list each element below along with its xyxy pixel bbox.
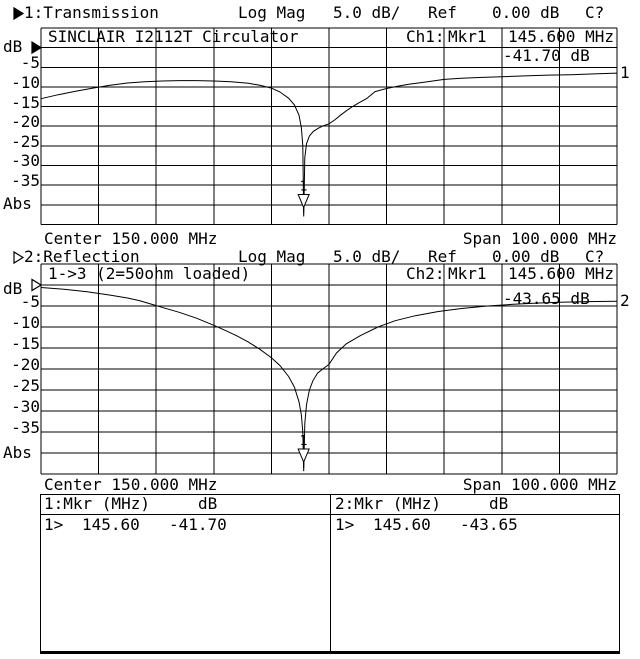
mkr-table-1-frequency: 145.60 xyxy=(82,515,140,534)
ch2-center-frequency: Center 150.000 MHz xyxy=(44,475,218,494)
ch1-header-format: Log Mag xyxy=(238,3,306,22)
ch2-y-tick-label: -15 xyxy=(11,334,40,353)
ch1-ref-level-arrow-icon xyxy=(31,41,43,55)
ch2-grid xyxy=(40,263,618,475)
ch1-marker-name: Mkr1 xyxy=(448,27,487,46)
mkr-table-2-amplitude: -43.65 xyxy=(460,515,518,534)
ch1-y-tick-label: -35 xyxy=(11,171,40,191)
ch2-y-tick-label: -30 xyxy=(11,397,40,416)
ch2-marker-flag-icon xyxy=(297,448,310,464)
marker-table-divider xyxy=(330,494,331,653)
ch2-y-tick-label: -35 xyxy=(11,418,40,437)
ch2-y-tick-label: -20 xyxy=(11,355,40,374)
ch2-y-tick-label: -5 xyxy=(20,292,40,311)
ch2-active-indicator-icon xyxy=(13,250,25,265)
ch2-trace-number: 2 xyxy=(620,291,630,310)
ch1-y-tick-label: -10 xyxy=(11,72,40,92)
ch2-y-axis-unit: dB xyxy=(3,279,23,298)
mkr-table-1-header: 1:Mkr (MHz) xyxy=(44,494,150,513)
mkr-table-1-unit: dB xyxy=(198,494,218,513)
ch1-y-tick-label: -15 xyxy=(11,92,40,112)
ch2-cal-status: C? xyxy=(585,247,605,266)
ch2-header-format: Log Mag xyxy=(238,247,306,266)
ch1-marker-flag-icon xyxy=(297,194,310,209)
ch1-header-title: 1:Transmission xyxy=(24,3,159,22)
ch1-title-annotation: SINCLAIR I2112T Circulator xyxy=(48,27,299,46)
ch1-grid xyxy=(40,27,618,225)
ch2-marker-name: Mkr1 xyxy=(448,264,487,283)
ch2-y-tick-label: -10 xyxy=(11,313,40,332)
ch2-header-ref-label: Ref xyxy=(428,247,457,266)
ch2-marker-frequency: 145.600 MHz xyxy=(508,264,614,283)
ch1-marker-frequency: 145.600 MHz xyxy=(508,27,614,46)
ch1-y-tick-label: -20 xyxy=(11,112,40,132)
ch1-marker-amplitude: -41.70 dB xyxy=(503,46,590,65)
ch1-marker-channel-label: Ch1: xyxy=(406,27,445,46)
mkr-table-2-frequency: 145.60 xyxy=(373,515,431,534)
mkr-table-1-amplitude: -41.70 xyxy=(169,515,227,534)
mkr-table-2-marker-id: 1> xyxy=(335,515,355,534)
mkr-table-2-header: 2:Mkr (MHz) xyxy=(335,494,441,513)
ch2-y-tick-label: -25 xyxy=(11,376,40,395)
ch1-y-axis-abs-label: Abs xyxy=(3,194,32,213)
ch2-marker-number: 1 xyxy=(300,434,308,449)
ch2-marker-channel-label: Ch2: xyxy=(406,264,445,283)
ch1-span-frequency: Span 100.000 MHz xyxy=(462,229,617,248)
ch1-y-axis-unit: dB xyxy=(3,37,23,56)
ch1-header-scale: 5.0 dB/ xyxy=(333,3,401,22)
ch1-center-frequency: Center 150.000 MHz xyxy=(44,229,218,248)
ch2-header-title: 2:Reflection xyxy=(24,247,140,266)
ch2-header-scale: 5.0 dB/ xyxy=(333,247,401,266)
ch1-active-indicator-icon xyxy=(13,6,25,21)
ch2-span-frequency: Span 100.000 MHz xyxy=(462,475,617,494)
marker-table-header-rule xyxy=(40,514,619,515)
ch2-title-annotation: 1->3 (2=50ohm loaded) xyxy=(48,264,251,283)
ch1-cal-status: C? xyxy=(585,3,605,22)
ch1-trace xyxy=(40,72,618,217)
ch1-header-ref-value: 0.00 dB xyxy=(492,3,560,22)
mkr-table-1-marker-id: 1> xyxy=(44,515,64,534)
ch1-marker-number: 1 xyxy=(300,180,308,195)
ch1-y-tick-label: -30 xyxy=(11,151,40,171)
ch1-y-tick-label: -5 xyxy=(20,53,40,73)
ch2-y-axis-abs-label: Abs xyxy=(3,443,32,462)
mkr-table-2-unit: dB xyxy=(489,494,509,513)
ch1-y-tick-label: -25 xyxy=(11,131,40,151)
ch1-header-ref-label: Ref xyxy=(428,3,457,22)
ch2-ref-level-arrow-icon xyxy=(31,278,43,292)
ch2-header-ref-value: 0.00 dB xyxy=(492,247,560,266)
ch1-trace-number: 1 xyxy=(620,63,630,82)
ch2-marker-amplitude: -43.65 dB xyxy=(503,289,590,308)
